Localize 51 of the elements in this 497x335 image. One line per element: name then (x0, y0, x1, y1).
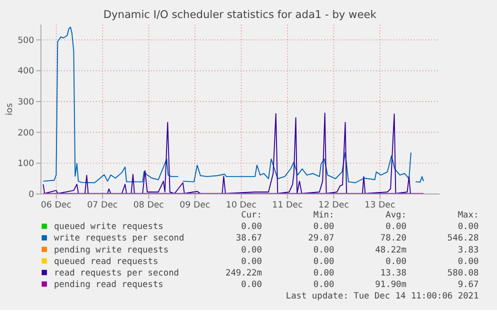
text: 0.00 (313, 256, 334, 267)
y-tick-label: 400 (18, 66, 34, 77)
chart-title: Dynamic I/O scheduler statistics for ada1 - by week (103, 9, 378, 22)
text: 38.67 (236, 234, 262, 244)
y-tick-label: 200 (18, 128, 34, 138)
text: Cur: (241, 210, 262, 221)
text: 0.00 (313, 245, 334, 256)
text: 249.22m (226, 268, 262, 278)
text: 0.00 (386, 222, 406, 232)
text: 0.00 (313, 268, 334, 278)
legend-label: queued read requests (54, 256, 158, 267)
text: 78.20 (380, 234, 406, 244)
legend-label: queued write requests (54, 222, 164, 232)
text: 13.38 (380, 268, 406, 278)
x-tick-label: 13 Dec (364, 200, 396, 210)
x-tick-label: 11 Dec (272, 200, 303, 210)
y-tick-label: 0 (28, 190, 34, 200)
text: 580.08 (447, 268, 479, 278)
text: 0.00 (241, 222, 262, 232)
text: 0.00 (241, 280, 262, 290)
text: 48.22m (375, 245, 406, 256)
x-tick-label: 09 Dec (180, 200, 210, 210)
text: 0.00 (386, 256, 406, 267)
legend-label: write requests per second (54, 234, 184, 244)
x-tick-label: 10 Dec (226, 200, 257, 210)
text: 0.00 (313, 280, 334, 290)
text: 0.00 (241, 256, 262, 267)
legend-label: pending write requests (54, 245, 169, 256)
text: 3.83 (458, 245, 479, 256)
x-tick-label: 07 Dec (87, 200, 118, 210)
legend-label: pending read requests (54, 280, 164, 290)
text: Last update: Tue Dec 14 11:00:06 2021 (286, 292, 479, 302)
text: Avg: (386, 210, 406, 221)
text: Min: (313, 210, 334, 221)
text: 0.00 (313, 222, 334, 232)
y-tick-label: 100 (18, 159, 34, 170)
x-tick-label: 06 Dec (40, 200, 72, 210)
legend-label: read requests per second (54, 268, 180, 278)
y-tick-label: 500 (18, 36, 34, 46)
text: 91.90m (375, 280, 406, 290)
text: 0.00 (458, 222, 479, 232)
y-axis-title: ios (4, 102, 15, 116)
x-tick-label: 08 Dec (133, 200, 164, 210)
text: Max: (458, 210, 479, 221)
text: 9.67 (458, 280, 479, 290)
x-tick-label: 12 Dec (318, 200, 350, 210)
y-tick-label: 300 (18, 97, 34, 108)
text: 0.00 (241, 245, 262, 256)
text: 546.28 (447, 234, 479, 244)
text: 0.00 (458, 256, 479, 267)
text: 29.07 (308, 234, 334, 244)
